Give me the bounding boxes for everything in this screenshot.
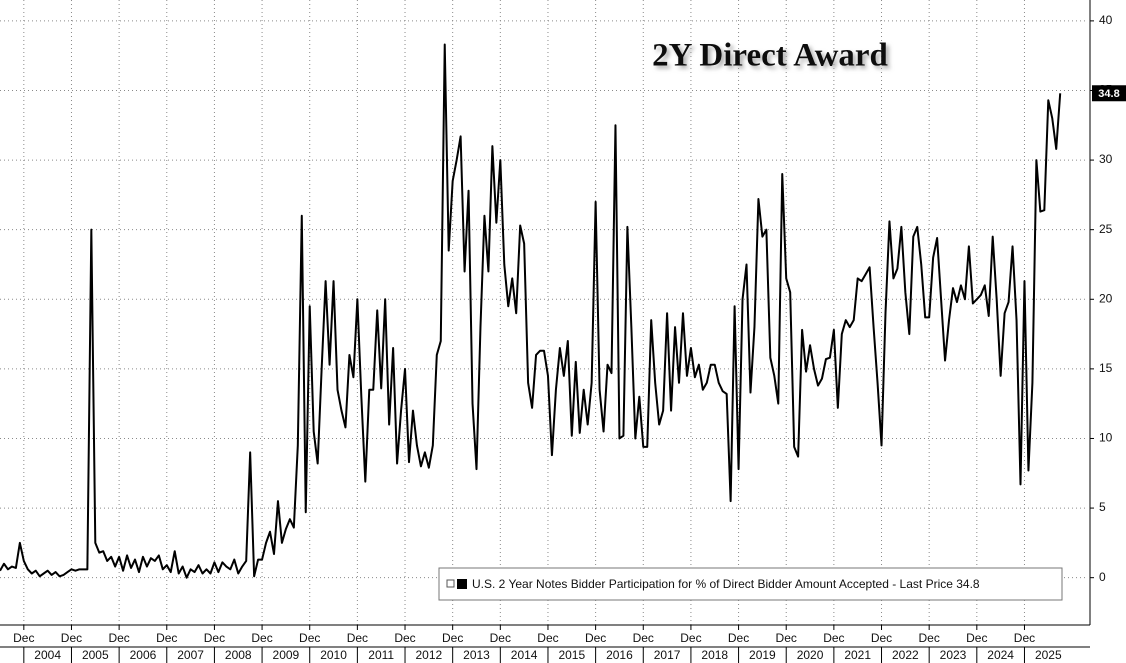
- y-tick-label: 10: [1099, 431, 1113, 445]
- year-label: 2008: [225, 648, 252, 662]
- x-tick-label: Dec: [394, 631, 415, 645]
- last-value-label: 34.8: [1098, 88, 1119, 100]
- year-label: 2021: [844, 648, 871, 662]
- x-tick-label: Dec: [108, 631, 129, 645]
- last-value-box: [1092, 85, 1126, 102]
- y-tick-label: 25: [1099, 222, 1113, 236]
- x-tick-label: Dec: [299, 631, 320, 645]
- x-tick-label: Dec: [347, 631, 368, 645]
- year-label: 2015: [558, 648, 585, 662]
- y-tick-label: 30: [1099, 152, 1113, 166]
- x-tick-label: Dec: [537, 631, 558, 645]
- y-tick-label: 5: [1099, 500, 1106, 514]
- year-label: 2017: [654, 648, 681, 662]
- x-tick-label: Dec: [251, 631, 272, 645]
- x-tick-label: Dec: [442, 631, 463, 645]
- y-tick-label: 15: [1099, 361, 1113, 375]
- year-label: 2009: [273, 648, 300, 662]
- x-tick-label: Dec: [490, 631, 511, 645]
- y-tick-label: 40: [1099, 13, 1113, 27]
- legend-toggle: [446, 579, 455, 588]
- year-label: 2012: [415, 648, 442, 662]
- x-tick-label: Dec: [633, 631, 654, 645]
- x-tick-label: Dec: [776, 631, 797, 645]
- year-label: 2004: [34, 648, 61, 662]
- year-label: 2013: [463, 648, 490, 662]
- legend-box: [438, 567, 1063, 601]
- x-tick-label: Dec: [585, 631, 606, 645]
- x-tick-label: Dec: [61, 631, 82, 645]
- data-line: [0, 43, 1062, 579]
- x-tick-label: Dec: [204, 631, 225, 645]
- x-tick-label: Dec: [156, 631, 177, 645]
- year-label: 2018: [701, 648, 728, 662]
- x-tick-label: Dec: [680, 631, 701, 645]
- year-label: 2025: [1035, 648, 1062, 662]
- year-label: 2016: [606, 648, 633, 662]
- x-tick-label: Dec: [823, 631, 844, 645]
- x-tick-label: Dec: [966, 631, 987, 645]
- year-label: 2005: [82, 648, 109, 662]
- chart-title: 2Y Direct Award: [652, 38, 888, 74]
- y-tick-label: 0: [1099, 570, 1106, 584]
- year-label: 2010: [320, 648, 347, 662]
- x-tick-label: Dec: [13, 631, 34, 645]
- year-label: 2014: [511, 648, 538, 662]
- x-tick-label: Dec: [918, 631, 939, 645]
- legend-swatch: [457, 579, 467, 589]
- y-tick-label: 20: [1099, 291, 1113, 305]
- legend-label: U.S. 2 Year Notes Bidder Participation f…: [472, 577, 980, 591]
- x-tick-label: Dec: [871, 631, 892, 645]
- x-tick-label: Dec: [1014, 631, 1035, 645]
- year-label: 2022: [892, 648, 919, 662]
- year-label: 2020: [797, 648, 824, 662]
- year-label: 2007: [177, 648, 204, 662]
- year-label: 2024: [987, 648, 1014, 662]
- year-label: 2023: [940, 648, 967, 662]
- year-label: 2006: [130, 648, 157, 662]
- year-label: 2011: [368, 648, 394, 662]
- year-label: 2019: [749, 648, 776, 662]
- x-tick-label: Dec: [728, 631, 749, 645]
